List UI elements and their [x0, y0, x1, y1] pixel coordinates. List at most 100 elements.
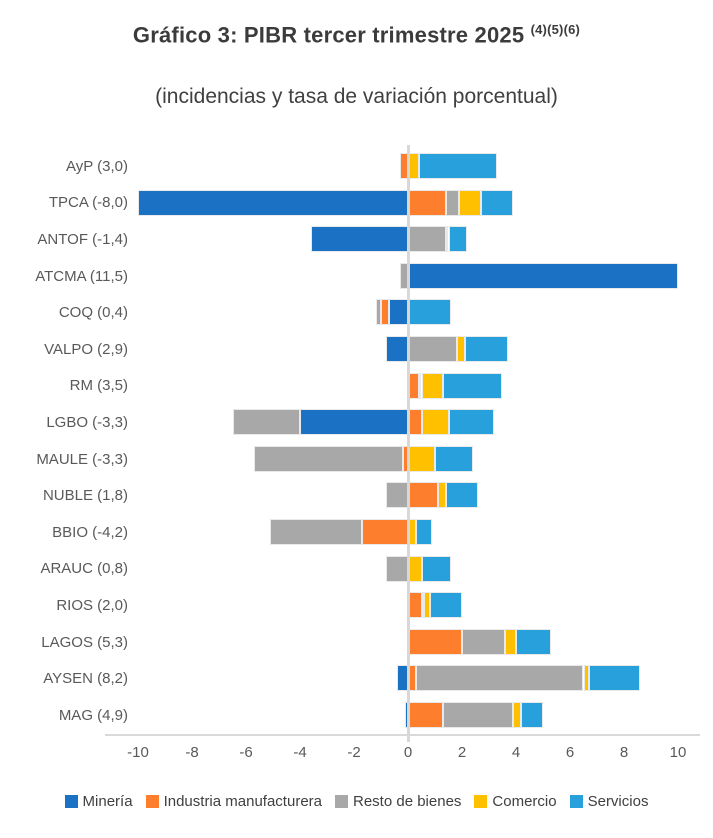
- category-label: LGBO (-3,3): [46, 413, 128, 431]
- bar-segment-comercio: [459, 189, 481, 216]
- category-label: TPCA (-8,0): [48, 194, 128, 212]
- bar-segment-comercio: [408, 555, 422, 582]
- bar-segment-servicios: [448, 226, 468, 253]
- bar-segment-resto: [375, 299, 381, 326]
- bar-segment-comercio: [421, 409, 449, 436]
- bar-segment-comercio: [505, 628, 516, 655]
- bar-segment-resto: [421, 592, 425, 619]
- bar-segment-servicios: [443, 372, 503, 399]
- bar-segment-comercio: [408, 153, 419, 179]
- category-label: RIOS (2,0): [56, 596, 128, 614]
- bar-segment-comercio: [456, 336, 465, 362]
- legend-swatch-resto: [335, 795, 348, 808]
- x-tick-label: 8: [619, 744, 629, 762]
- bar-segment-industria: [381, 299, 390, 326]
- x-tick-label: 6: [565, 744, 575, 762]
- x-tick-label: 2: [457, 744, 467, 762]
- bar-segment-industria: [408, 189, 446, 216]
- bar-segment-servicios: [429, 592, 462, 619]
- bar-segment-comercio: [437, 482, 446, 509]
- x-tick-label: -10: [127, 744, 149, 762]
- bar-segment-resto: [443, 702, 514, 728]
- bar-segment-resto: [445, 189, 460, 216]
- legend-item-comercio: Comercio: [474, 793, 557, 810]
- bar-segment-resto: [408, 336, 457, 362]
- chart-title: Gráfico 3: PIBR tercer trimestre 2025 (4…: [0, 22, 713, 48]
- category-label: ARAUC (0,8): [40, 560, 128, 578]
- chart-title-text: Gráfico 3: PIBR tercer trimestre 2025: [132, 22, 525, 48]
- legend-label-comercio: Comercio: [492, 793, 557, 810]
- legend-label-servicios: Servicios: [587, 793, 649, 810]
- bar-segment-resto: [416, 665, 584, 692]
- legend-swatch-servicios: [569, 795, 583, 808]
- bar-segment-resto: [270, 519, 363, 545]
- bar-segment-industria: [408, 628, 462, 655]
- category-label: COQ (0,4): [58, 304, 128, 322]
- category-label: AyP (3,0): [66, 157, 128, 175]
- bar-segment-comercio: [408, 445, 435, 472]
- bar-segment-resto: [408, 226, 446, 253]
- chart-subtitle: (incidencias y tasa de variación porcent…: [155, 85, 558, 108]
- bar-segment-servicios: [435, 445, 473, 472]
- bar-segment-servicios: [521, 702, 543, 728]
- bar-segment-comercio: [421, 372, 444, 399]
- bar-segment-resto: [462, 628, 506, 655]
- bar-segment-resto: [386, 555, 408, 582]
- bar-segment-industria: [362, 519, 408, 545]
- bar-segment-mineria: [310, 226, 408, 253]
- bar-segment-servicios: [421, 555, 452, 582]
- bar-segment-comercio: [513, 702, 522, 728]
- legend-item-mineria: Minería: [64, 793, 133, 810]
- bar-segment-comercio: [583, 665, 589, 692]
- bar-segment-resto: [418, 372, 422, 399]
- bar-segment-servicios: [418, 153, 498, 179]
- x-tick-label: -2: [347, 744, 361, 762]
- category-label: ANTOF (-1,4): [37, 230, 128, 248]
- category-label: AYSEN (8,2): [43, 670, 128, 688]
- bar-segment-servicios: [480, 189, 514, 216]
- bar-segment-servicios: [448, 409, 495, 436]
- x-tick-label: -8: [185, 744, 199, 762]
- legend-swatch-mineria: [64, 795, 78, 808]
- category-label: LAGOS (5,3): [41, 633, 128, 651]
- bar-segment-mineria: [300, 409, 408, 436]
- zero-gridline: [406, 145, 410, 743]
- bar-segment-industria: [408, 372, 419, 399]
- category-label: VALPO (2,9): [44, 340, 128, 358]
- category-label: RM (3,5): [69, 377, 128, 395]
- bar-segment-industria: [408, 702, 444, 728]
- legend-swatch-industria: [145, 795, 159, 808]
- bar-segment-resto: [232, 409, 300, 436]
- category-label: ATCMA (11,5): [35, 267, 128, 285]
- x-tick-label: 0: [403, 744, 413, 762]
- legend-label-resto: Resto de bienes: [353, 793, 462, 810]
- bar-segment-comercio: [445, 226, 449, 253]
- bar-segment-servicios: [408, 299, 452, 326]
- category-label: MAG (4,9): [58, 706, 128, 724]
- x-tick-label: -4: [293, 744, 307, 762]
- bar-segment-mineria: [408, 262, 678, 289]
- chart-title-footnote-refs: (4)(5)(6): [530, 22, 581, 37]
- x-tick-label: 4: [511, 744, 521, 762]
- bar-segment-mineria: [389, 299, 408, 326]
- legend-label-mineria: Minería: [82, 793, 133, 810]
- legend-item-resto: Resto de bienes: [335, 793, 461, 810]
- category-label: NUBLE (1,8): [42, 487, 128, 505]
- legend: Minería Industria manufacturera Resto de b…: [0, 793, 713, 810]
- bar-segment-industria: [408, 409, 422, 436]
- bar-segment-servicios: [416, 519, 433, 545]
- x-tick-label: 10: [669, 744, 687, 762]
- bar-segment-mineria: [386, 336, 408, 362]
- bar-segment-servicios: [445, 482, 479, 509]
- bar-segment-mineria: [138, 189, 408, 216]
- legend-swatch-comercio: [474, 795, 488, 808]
- bar-segment-servicios: [464, 336, 508, 362]
- x-axis-line: [105, 734, 700, 737]
- bar-segment-comercio: [424, 592, 430, 619]
- bar-segment-resto: [254, 445, 403, 472]
- category-label: MAULE (-3,3): [36, 450, 128, 468]
- bar-segment-servicios: [588, 665, 641, 692]
- legend-item-industria: Industria manufacturera: [145, 793, 322, 810]
- bar-segment-resto: [386, 482, 408, 509]
